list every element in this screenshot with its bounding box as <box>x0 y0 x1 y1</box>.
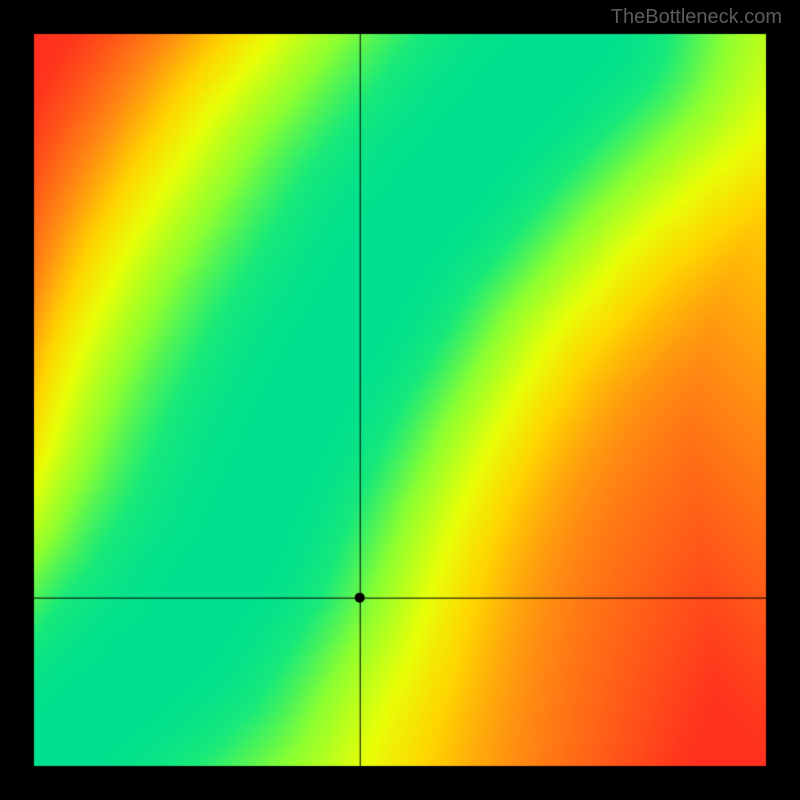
chart-container: TheBottleneck.com <box>0 0 800 800</box>
watermark-text: TheBottleneck.com <box>611 6 782 29</box>
heatmap-canvas <box>0 0 800 800</box>
